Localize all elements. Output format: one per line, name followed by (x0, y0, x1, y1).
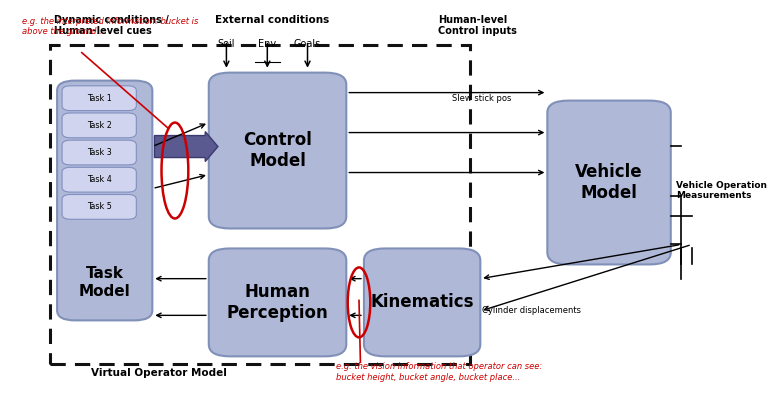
Text: Virtual Operator Model: Virtual Operator Model (91, 369, 227, 378)
FancyBboxPatch shape (62, 113, 137, 138)
Text: Task
Model: Task Model (79, 266, 130, 299)
Text: Vehicle Operation
Measurements: Vehicle Operation Measurements (676, 181, 767, 200)
Text: Kinematics: Kinematics (371, 294, 474, 312)
FancyBboxPatch shape (208, 73, 347, 229)
FancyBboxPatch shape (57, 81, 152, 320)
FancyArrow shape (154, 132, 218, 162)
FancyBboxPatch shape (62, 167, 137, 192)
FancyBboxPatch shape (62, 86, 137, 111)
Text: Task 4: Task 4 (86, 175, 112, 184)
Text: Goals: Goals (294, 38, 321, 49)
Text: Task 5: Task 5 (86, 203, 112, 211)
Text: e.g. the interpreted information: bucket is
above the ground...: e.g. the interpreted information: bucket… (22, 17, 198, 36)
Text: Task 2: Task 2 (86, 121, 112, 130)
FancyBboxPatch shape (364, 249, 480, 356)
Text: Human-level
Control inputs: Human-level Control inputs (438, 15, 517, 36)
FancyBboxPatch shape (62, 140, 137, 165)
Text: Task 3: Task 3 (86, 148, 112, 157)
Text: e.g. the vision information that operator can see:
bucket height, bucket angle, : e.g. the vision information that operato… (336, 363, 542, 382)
Text: Human
Perception: Human Perception (227, 283, 328, 322)
Text: Soil: Soil (218, 38, 235, 49)
Text: External conditions: External conditions (215, 15, 330, 25)
Text: Cylinder displacements: Cylinder displacements (482, 306, 581, 315)
Text: Env: Env (259, 38, 276, 49)
FancyBboxPatch shape (547, 101, 671, 264)
Text: Control
Model: Control Model (243, 131, 312, 170)
FancyBboxPatch shape (62, 194, 137, 219)
Text: Slew stick pos: Slew stick pos (452, 94, 512, 103)
Text: Vehicle
Model: Vehicle Model (575, 163, 643, 202)
FancyBboxPatch shape (208, 249, 347, 356)
Text: Dynamic conditions /
Human-level cues: Dynamic conditions / Human-level cues (53, 15, 168, 36)
Text: Task 1: Task 1 (86, 94, 112, 103)
